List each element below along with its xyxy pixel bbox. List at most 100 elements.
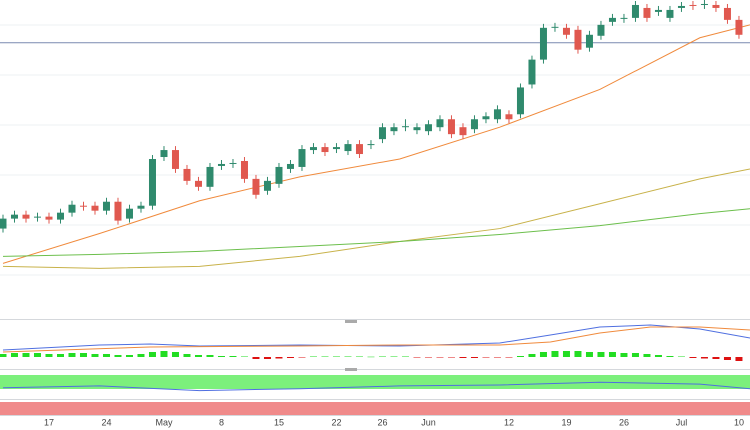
candle-body	[183, 168, 191, 181]
histogram-bar	[378, 356, 386, 357]
histogram-bar	[171, 352, 179, 357]
candle-body	[378, 127, 386, 140]
histogram-bar	[597, 352, 605, 357]
histogram-bar	[562, 351, 570, 357]
candle-body	[643, 7, 651, 18]
candle-body	[401, 126, 409, 128]
candle-body	[562, 27, 570, 35]
histogram-bar	[125, 355, 133, 357]
indicator-line	[2, 381, 750, 392]
histogram-bar	[700, 357, 708, 359]
histogram-bar	[643, 354, 651, 357]
candle-body	[700, 3, 708, 5]
histogram-bar	[505, 357, 513, 358]
histogram-bar	[286, 357, 294, 358]
candle-body	[344, 144, 352, 152]
lower-band	[0, 402, 750, 415]
candle-body	[33, 216, 41, 218]
histogram-bar	[436, 357, 444, 358]
histogram-bar	[33, 353, 41, 357]
histogram-bar	[309, 356, 317, 357]
candle-body	[482, 116, 490, 120]
histogram-bar	[56, 354, 64, 357]
histogram-bar	[114, 355, 122, 357]
candle-body	[298, 149, 306, 167]
candle-body	[229, 162, 237, 164]
histogram-bar	[654, 355, 662, 357]
candle-body	[194, 180, 202, 187]
histogram-bar	[332, 356, 340, 357]
histogram-bar	[585, 352, 593, 357]
indicator-line	[2, 326, 750, 353]
histogram-bar	[91, 354, 99, 357]
candle-body	[91, 205, 99, 211]
histogram-bar	[275, 357, 283, 359]
histogram-bar	[367, 356, 375, 358]
indicator-line	[2, 324, 750, 351]
candle-body	[539, 27, 547, 60]
x-tick-label: 26	[619, 417, 629, 427]
candle-body	[654, 9, 662, 12]
candle-body	[597, 24, 605, 36]
candle-body	[171, 150, 179, 169]
candle-body	[45, 216, 53, 220]
candle-body	[735, 19, 743, 35]
histogram-bar	[723, 357, 731, 360]
candle-body	[206, 166, 214, 187]
candle-body	[217, 163, 225, 166]
candle-body	[551, 26, 559, 28]
candle-body	[459, 127, 467, 136]
candle-body	[252, 178, 260, 195]
histogram-bar	[148, 352, 156, 357]
candle-body	[22, 214, 30, 219]
x-tick-label: 17	[44, 417, 54, 427]
histogram-bar	[390, 356, 398, 357]
histogram-bar	[539, 352, 547, 357]
candle-body	[263, 180, 271, 191]
histogram-bar	[102, 354, 110, 357]
histogram-bar	[194, 355, 202, 357]
histogram-bar	[482, 357, 490, 358]
histogram-bar	[493, 357, 501, 358]
histogram-bar	[424, 357, 432, 358]
x-tick-label: May	[155, 417, 173, 427]
histogram-bar	[355, 356, 363, 357]
histogram-bar	[459, 357, 467, 358]
histogram-bar	[574, 351, 582, 357]
candle-body	[424, 124, 432, 132]
candle-body	[712, 4, 720, 8]
candle-body	[689, 4, 697, 6]
candle-body	[321, 147, 329, 153]
candle-body	[56, 212, 64, 220]
candle-body	[620, 17, 628, 19]
histogram-bar	[413, 357, 421, 358]
histogram-bar	[217, 356, 225, 357]
pane-grip[interactable]	[345, 320, 357, 323]
candle-body	[516, 87, 524, 115]
candle-body	[286, 163, 294, 169]
pane-grip[interactable]	[345, 368, 357, 371]
histogram-bar	[344, 356, 352, 357]
histogram-bar	[45, 354, 53, 357]
histogram-bar	[79, 353, 87, 357]
oscillator-band	[0, 375, 750, 389]
candle-body	[436, 119, 444, 128]
candle-body	[390, 127, 398, 132]
main-pane	[0, 0, 750, 318]
histogram-bar	[160, 351, 168, 357]
histogram-bar	[321, 356, 329, 357]
candle-body	[114, 201, 122, 221]
histogram-bar	[677, 356, 685, 357]
histogram-bar	[712, 357, 720, 359]
histogram-bar	[68, 353, 76, 357]
x-tick-label: 24	[101, 417, 111, 427]
candle-body	[0, 218, 7, 229]
histogram-bar	[0, 354, 7, 357]
candle-body	[125, 208, 133, 219]
candle-body	[332, 147, 340, 150]
candle-body	[137, 205, 145, 209]
histogram-bar	[689, 357, 697, 358]
candle-body	[79, 205, 87, 207]
candle-body	[666, 9, 674, 18]
